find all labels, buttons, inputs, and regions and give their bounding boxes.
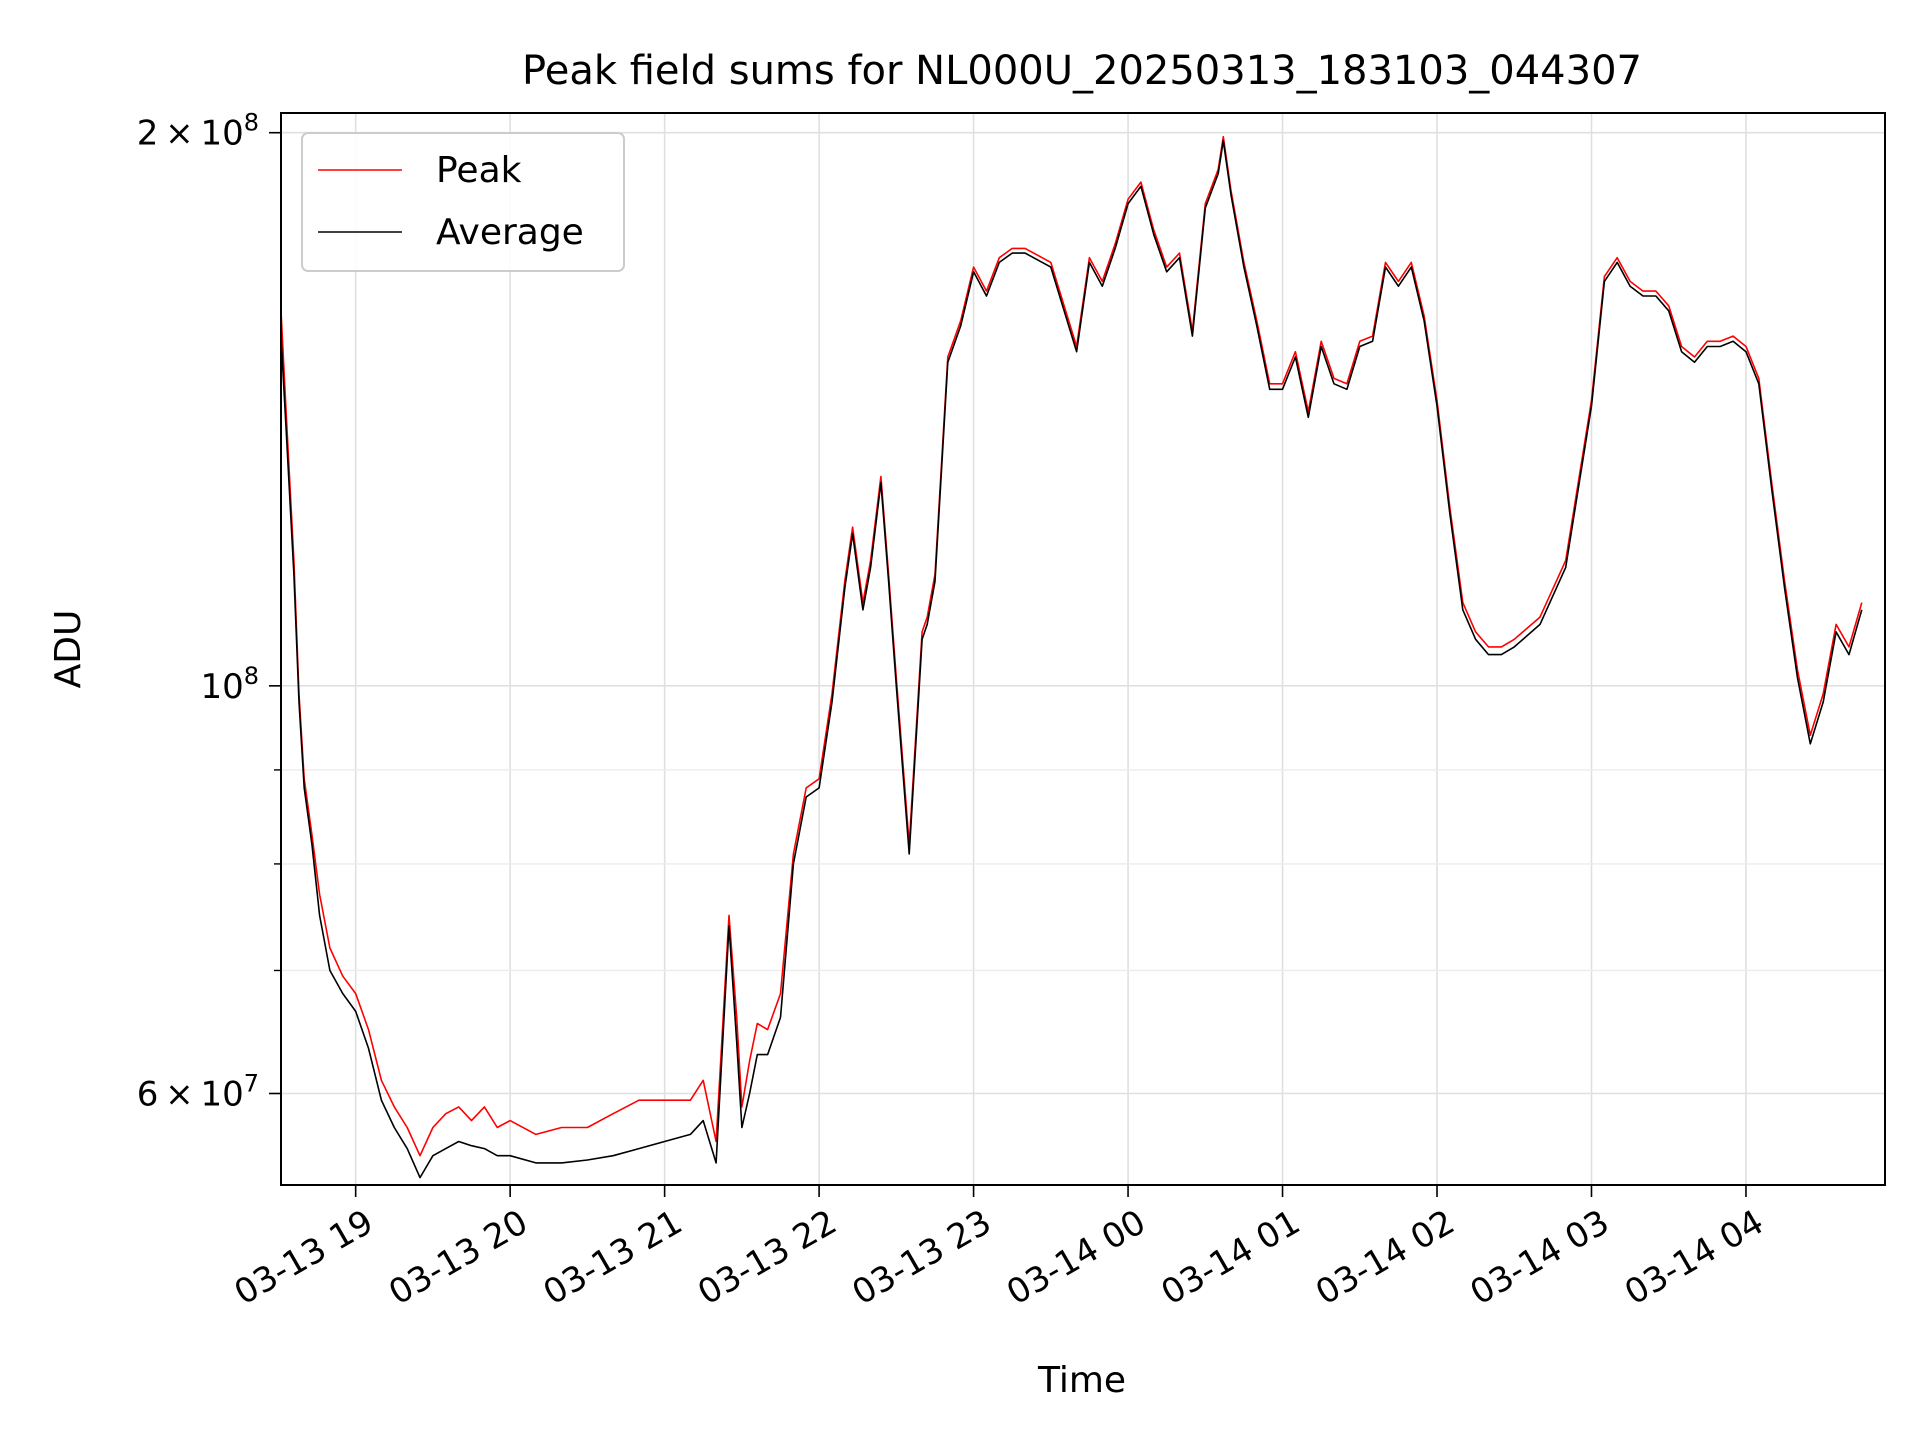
legend: Peak Average (301, 132, 625, 272)
legend-box (301, 132, 625, 272)
legend-label-peak: Peak (436, 150, 522, 191)
x-axis-label: Time (1037, 1360, 1126, 1401)
series-line-peak (280, 135, 1863, 1157)
plot-area-frame (280, 112, 1886, 1186)
y-tick-label-1: 108 (200, 662, 259, 707)
y-axis: 6 × 107 108 2 × 108 (137, 109, 281, 1114)
series-line-average (280, 139, 1863, 1179)
y-tick-label-2: 2 × 108 (137, 109, 259, 154)
plot-lines (280, 135, 1863, 1179)
chart-title: Peak field sums for NL000U_20250313_1831… (522, 48, 1642, 94)
grid (281, 113, 1885, 1185)
legend-label-average: Average (436, 212, 584, 253)
y-tick-label-0: 6 × 107 (137, 1069, 259, 1114)
y-axis-label: ADU (48, 610, 89, 689)
